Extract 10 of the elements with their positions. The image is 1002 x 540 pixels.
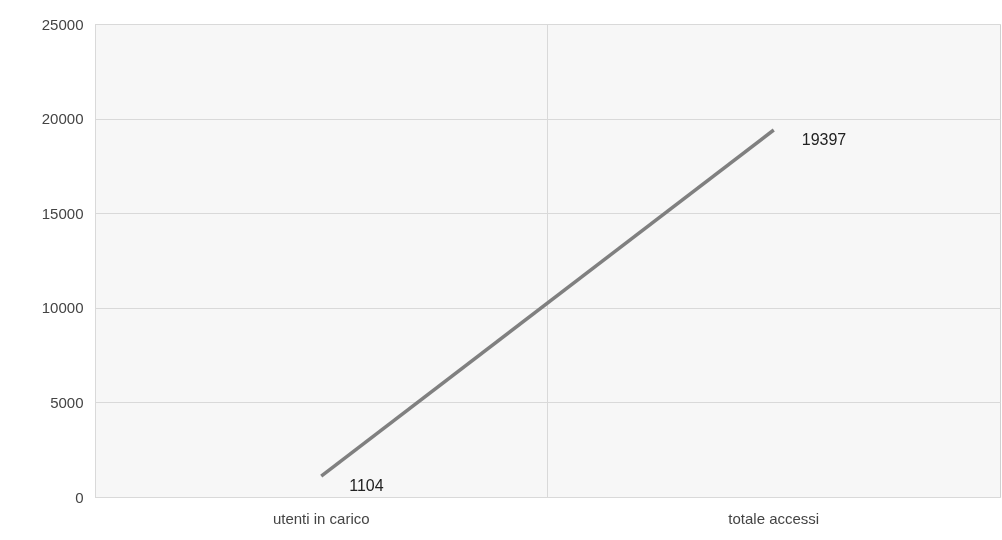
y-tick-label: 5000 [50, 393, 84, 411]
x-tick-label: utenti in carico [272, 509, 370, 527]
data-label: 19397 [801, 131, 847, 149]
x-tick-label: totale accessi [728, 509, 820, 527]
y-tick-label: 10000 [41, 299, 84, 317]
y-tick-label: 25000 [41, 15, 84, 33]
y-tick-label: 0 [75, 488, 84, 506]
y-tick-label: 15000 [41, 204, 84, 222]
data-label: 1104 [349, 477, 384, 495]
y-tick-label: 20000 [41, 110, 84, 128]
